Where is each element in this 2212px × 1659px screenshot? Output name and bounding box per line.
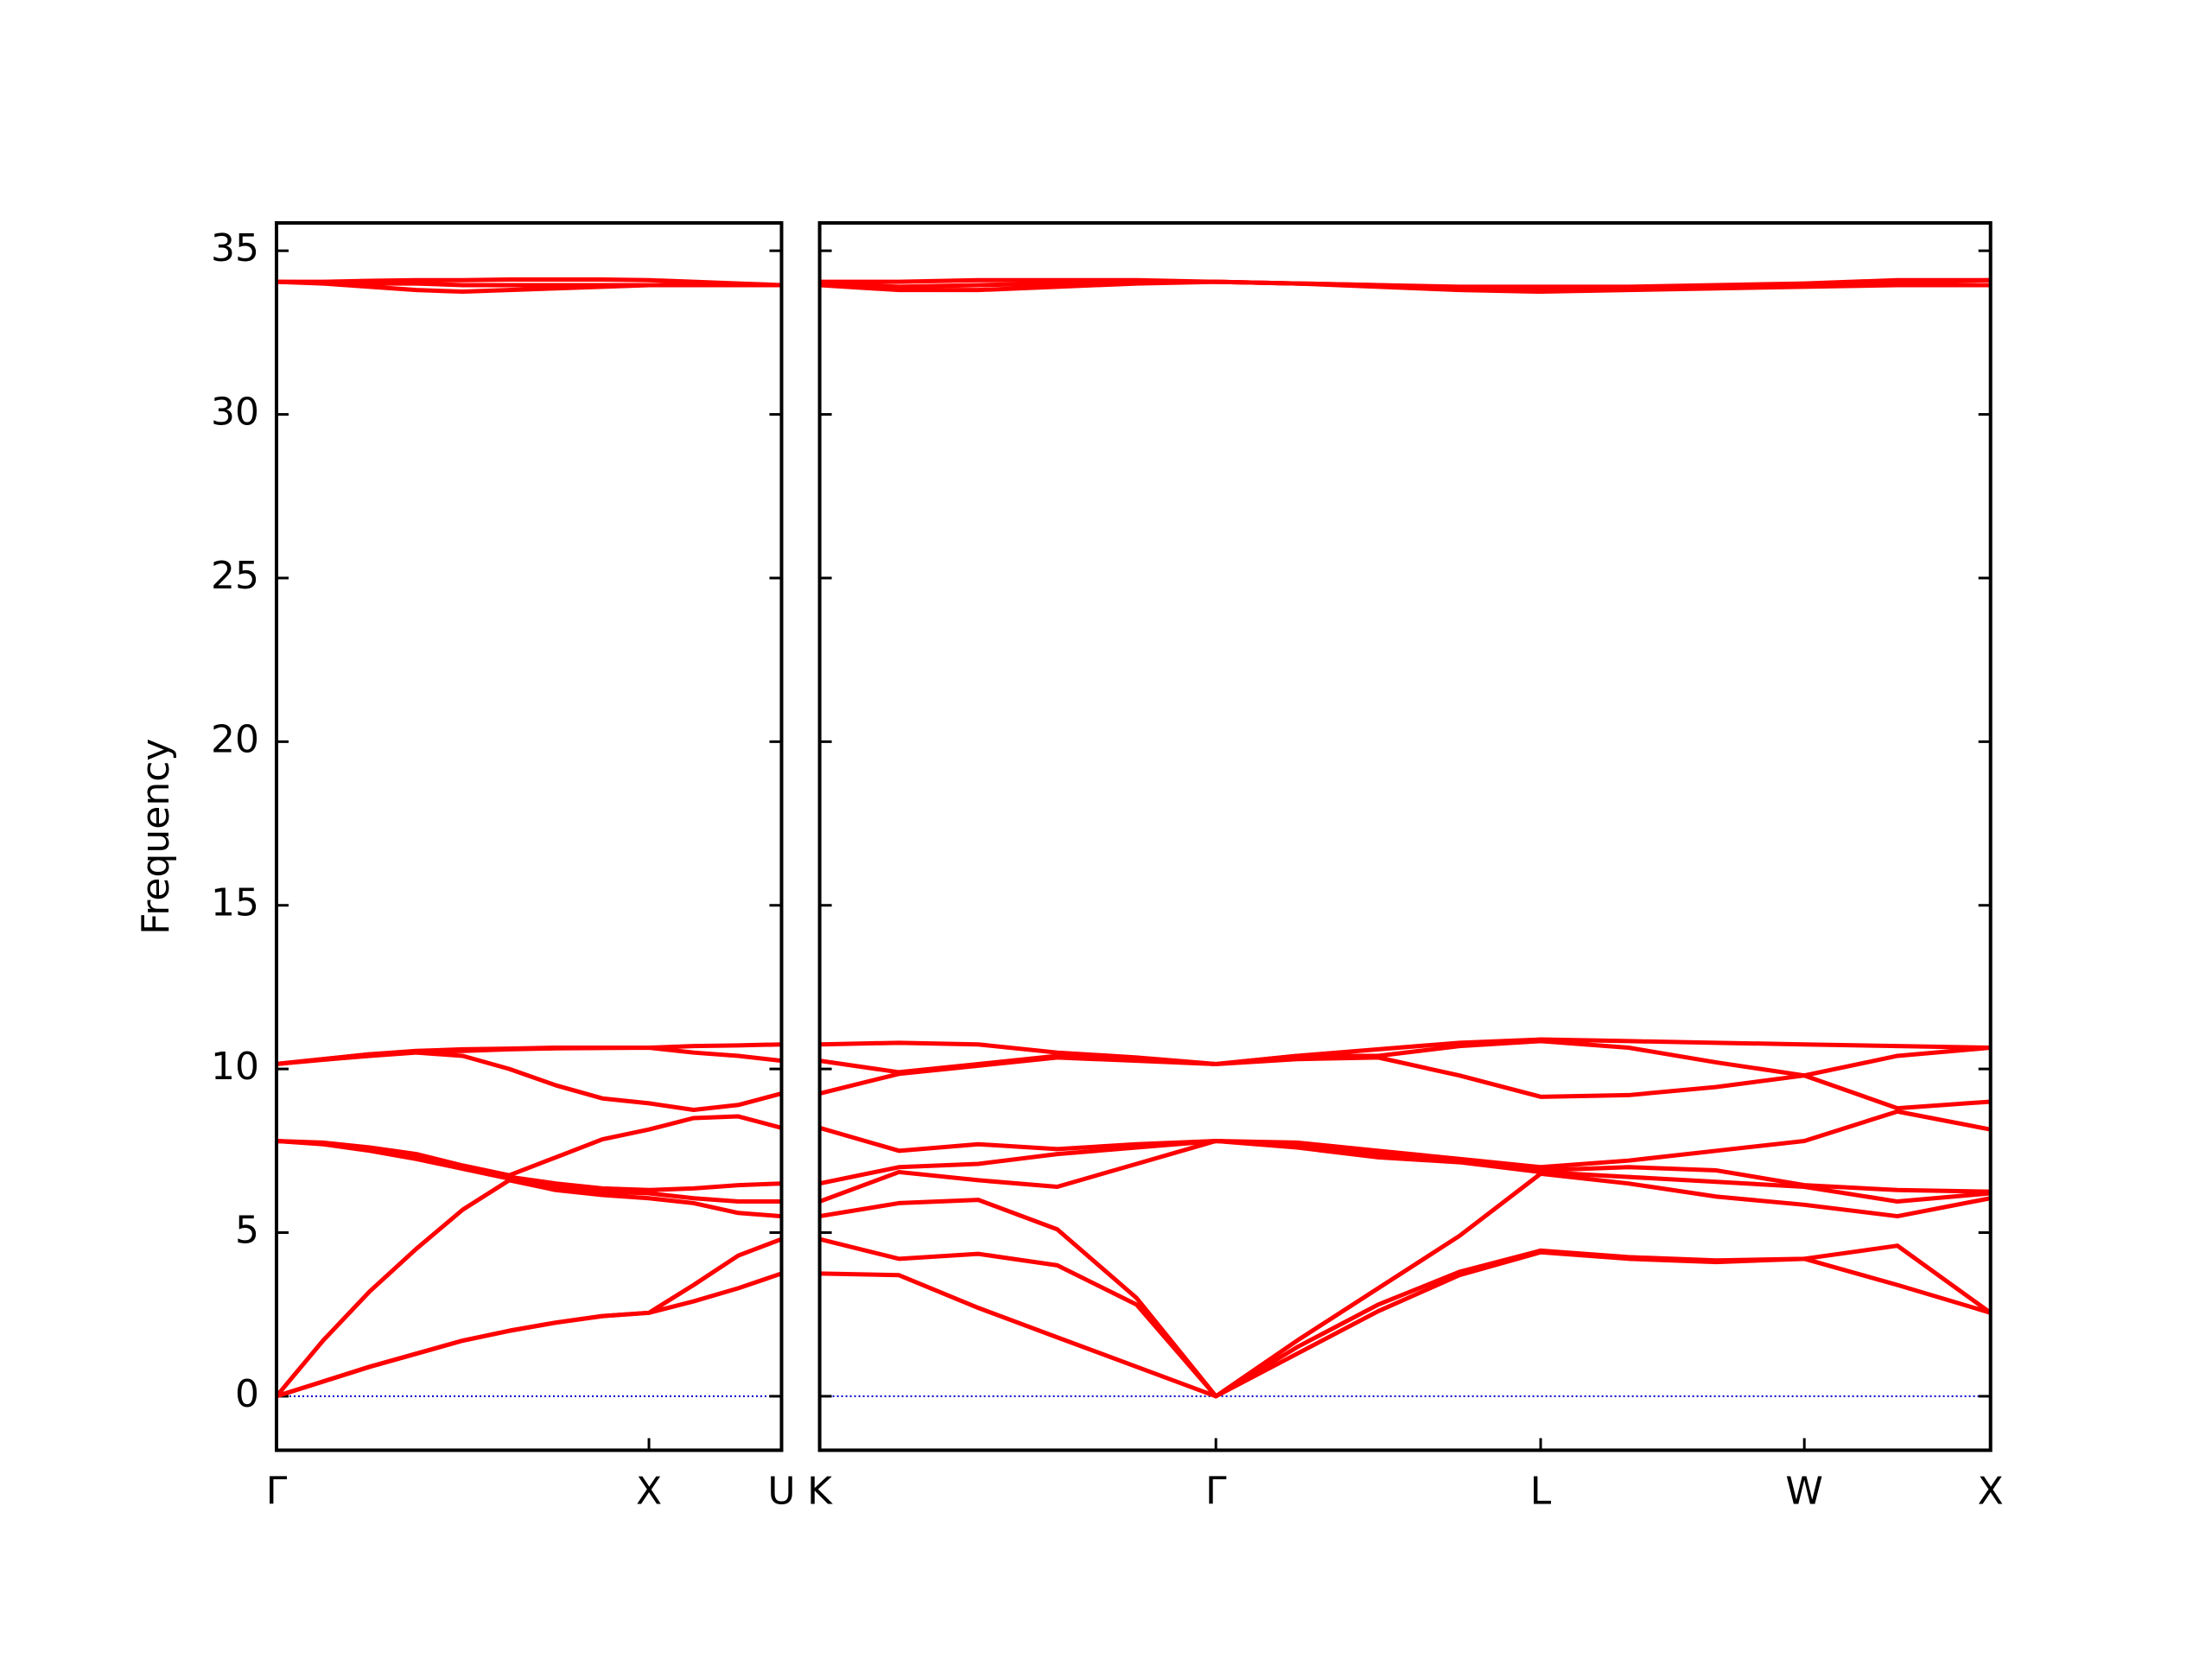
y-tick-label: 30: [211, 391, 259, 435]
band-line: [819, 1037, 1991, 1066]
x-tick-label: Γ: [266, 1469, 288, 1513]
y-axis-label: Frequency: [134, 739, 178, 935]
x-tick-label: W: [1785, 1469, 1823, 1513]
x-tick-label: L: [1530, 1469, 1552, 1513]
y-tick-label: 15: [211, 881, 259, 925]
panel: 0 5 10 15 20 25 30 35 Γ X U Frequency: [134, 221, 796, 1513]
y-tick-label: 35: [211, 226, 259, 270]
band-line: [819, 1138, 1991, 1194]
band-line: [276, 279, 782, 288]
y-tick-label: 25: [211, 554, 259, 598]
y-tick-label: 20: [211, 717, 259, 761]
band-line: [819, 277, 1991, 289]
band-line: [819, 1039, 1991, 1078]
band-line: [276, 1042, 782, 1066]
band-line: [276, 1236, 782, 1399]
band-line: [276, 1114, 782, 1178]
y-tick-label: 10: [211, 1045, 259, 1089]
band-line: [819, 1109, 1991, 1170]
band-line: [819, 1138, 1991, 1205]
y-tick-label: 0: [235, 1372, 259, 1416]
band-line: [819, 1236, 1991, 1399]
x-tick-label: U: [767, 1469, 795, 1513]
axes-frame: [275, 221, 784, 1452]
x-tick-label: X: [1978, 1469, 2004, 1513]
axes-frame: [817, 221, 1993, 1452]
band-line: [819, 1171, 1991, 1399]
y-tick-label: 5: [235, 1209, 259, 1253]
x-tick-label: Γ: [1205, 1469, 1227, 1513]
band-line: [276, 277, 782, 288]
band-line: [276, 1178, 782, 1398]
x-tick-label: K: [807, 1469, 833, 1513]
x-tick-label: X: [636, 1469, 662, 1513]
